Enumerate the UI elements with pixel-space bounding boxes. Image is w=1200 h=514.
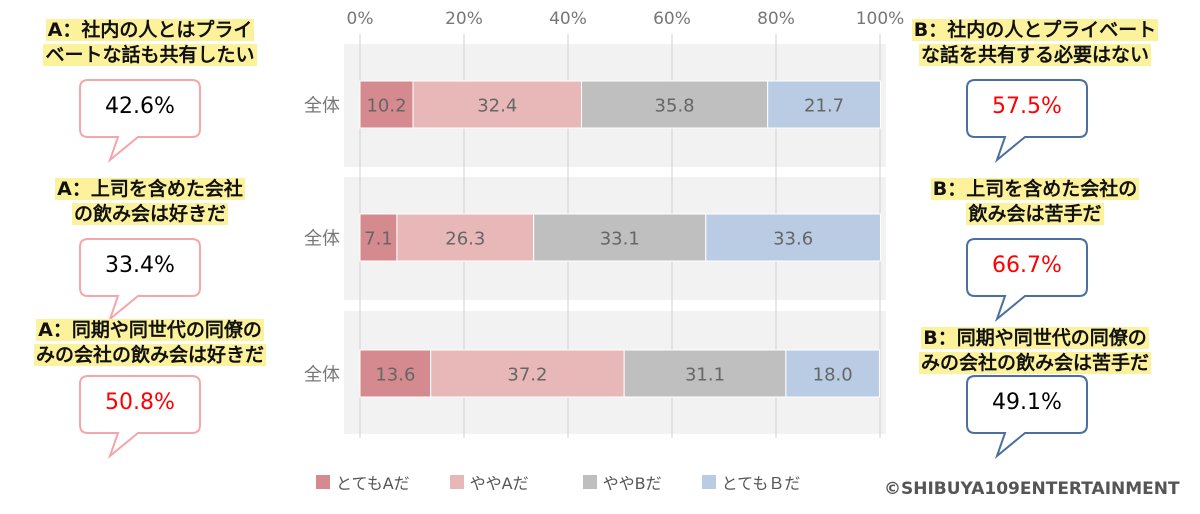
left-question-line: A：上司を含めた会社 — [55, 178, 245, 200]
right-percentage: 66.7% — [992, 253, 1062, 278]
data-label: 7.1 — [364, 229, 393, 250]
right-question-line: 飲み会は苦手だ — [966, 203, 1104, 225]
left-percentage: 50.8% — [105, 390, 175, 415]
right-question-label: B：同期や同世代の同僚の みの会社の飲み会は苦手だ — [885, 326, 1185, 376]
right-question-label: B：社内の人とプライベート な話を共有する必要はない — [885, 18, 1185, 68]
bar-segment — [767, 80, 882, 129]
legend: とてもAだ ややAだ ややBだ とてもＢだ — [316, 470, 840, 494]
legend-swatch-very-a — [316, 475, 330, 489]
legend-swatch-very-b — [701, 475, 716, 489]
legend-item-very-a: とてもAだ — [316, 470, 410, 494]
left-callout — [79, 375, 201, 460]
data-label: 13.6 — [375, 365, 415, 386]
x-tick-label: 20% — [445, 9, 483, 29]
right-percentage: 57.5% — [992, 94, 1062, 119]
category-label: 全体 — [304, 229, 340, 250]
bar-segment — [396, 213, 535, 262]
right-question-line: な話を共有する必要はない — [918, 44, 1151, 66]
left-question-label: A：社内の人とはプライ ベートな話も共有したい — [0, 18, 300, 68]
data-label: 18.0 — [813, 365, 853, 386]
left-question-label: A：上司を含めた会社 の飲み会は好きだ — [0, 177, 300, 227]
data-label: 10.2 — [366, 96, 406, 117]
right-question-line: B：上司を含めた会社の — [930, 178, 1140, 200]
x-tick-label: 40% — [549, 9, 587, 29]
data-label: 35.8 — [655, 96, 695, 117]
bar-segment — [581, 80, 769, 129]
legend-label-somewhat-b: ややBだ — [602, 474, 662, 493]
left-question-line: A：同期や同世代の同僚の — [36, 319, 264, 341]
bar-segment — [412, 80, 583, 129]
data-label: 31.1 — [685, 365, 725, 386]
category-label: 全体 — [304, 365, 340, 386]
bar-segment — [533, 213, 707, 262]
right-percentage: 49.1% — [992, 390, 1062, 415]
right-callout — [966, 79, 1088, 164]
bar-segment — [705, 213, 882, 262]
x-tick-label: 80% — [757, 9, 795, 29]
legend-swatch-somewhat-a — [449, 475, 464, 489]
bar-segment — [359, 213, 398, 262]
left-callout — [79, 238, 201, 323]
legend-label-very-b: とてもＢだ — [721, 474, 801, 493]
category-label: 全体 — [304, 96, 340, 117]
x-tick-label: 100% — [856, 9, 905, 29]
left-question-line: みの会社の飲み会は好きだ — [33, 344, 266, 366]
left-question-line: ベートな話も共有したい — [43, 44, 257, 66]
left-question-line: A：社内の人とはプライ — [45, 19, 255, 41]
legend-label-somewhat-a: ややAだ — [469, 474, 529, 493]
x-tick-label: 60% — [653, 9, 691, 29]
bar-segment — [359, 349, 432, 398]
right-callout — [966, 238, 1088, 323]
legend-item-somewhat-b: ややBだ — [582, 470, 662, 494]
data-label: 37.2 — [507, 365, 547, 386]
right-question-line: みの会社の飲み会は苦手だ — [918, 352, 1151, 374]
left-question-line: の飲み会は好きだ — [71, 203, 228, 225]
right-callout — [966, 375, 1088, 460]
right-question-line: B：社内の人とプライベート — [911, 19, 1159, 41]
left-callout — [79, 79, 201, 164]
legend-item-somewhat-a: ややAだ — [449, 470, 529, 494]
left-percentage: 33.4% — [105, 253, 175, 278]
copyright-text: ©SHIBUYA109ENTERTAINMENT — [884, 479, 1180, 499]
legend-swatch-somewhat-b — [582, 475, 597, 489]
left-question-label: A：同期や同世代の同僚の みの会社の飲み会は好きだ — [0, 318, 300, 368]
data-label: 33.1 — [600, 229, 640, 250]
data-label: 26.3 — [445, 229, 485, 250]
right-question-line: B：同期や同世代の同僚の — [921, 327, 1149, 349]
legend-item-very-b: とてもＢだ — [701, 470, 801, 494]
left-percentage: 42.6% — [105, 94, 175, 119]
data-label: 32.4 — [477, 96, 517, 117]
right-question-label: B：上司を含めた会社の 飲み会は苦手だ — [885, 177, 1185, 227]
data-label: 33.6 — [773, 229, 813, 250]
x-tick-label: 0% — [347, 9, 374, 29]
bar-segment — [785, 349, 880, 398]
legend-label-very-a: とてもAだ — [336, 474, 410, 493]
data-label: 21.7 — [804, 96, 844, 117]
